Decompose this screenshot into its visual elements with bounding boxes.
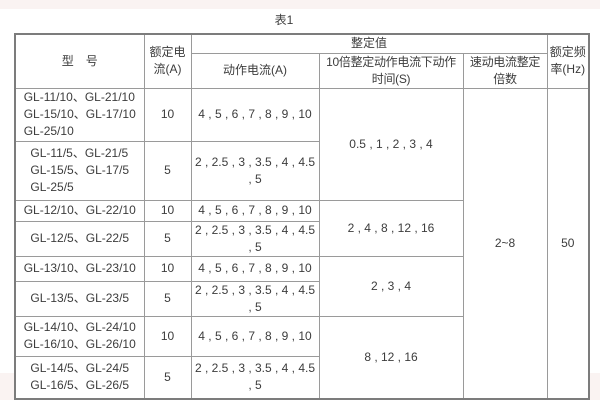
spec-table: 型 号 额定电流(A) 整定值 额定频率(Hz) 动作电流(A) 10倍整定动作… [14, 33, 590, 400]
model-text: GL-15/10、GL-17/10 [23, 107, 136, 121]
model-cell: GL-12/10、GL-22/10 [14, 199, 145, 222]
time-cell: 2 , 4 , 8 , 12 , 16 [318, 199, 464, 257]
header-quick-trip-multiple: 速动电流整定倍数 [462, 52, 548, 89]
model-text: GL-12/10、GL-22/10 [23, 203, 136, 217]
table-row: GL-14/5、GL-24/5 GL-16/5、GL-26/5 5 2 , 2.… [14, 355, 589, 400]
time-cell: 8 , 12 , 16 [318, 315, 464, 400]
header-row-2: 动作电流(A) 10倍整定动作电流下动作时间(S) 速动电流整定倍数 [15, 52, 589, 89]
model-cell: GL-13/5、GL-23/5 [14, 280, 145, 317]
model-cell: GL-13/10、GL-23/10 [14, 255, 145, 282]
action-current-cell: 4 , 5 , 6 , 7 , 8 , 9 , 10 [190, 87, 320, 142]
model-text: GL-15/5、GL-17/5 [30, 163, 130, 177]
action-current-cell: 2 , 2.5 , 3 , 3.5 , 4 , 4.5 , 5 [190, 355, 320, 400]
rated-current-cell: 5 [143, 140, 192, 201]
model-cell: GL-14/5、GL-24/5 GL-16/5、GL-26/5 [14, 355, 145, 400]
header-action-current: 动作电流(A) [190, 52, 320, 89]
frequency-value-cell: 50 [546, 87, 590, 400]
model-cell: GL-11/10、GL-21/10 GL-15/10、GL-17/10 GL-2… [14, 87, 145, 142]
table-row: GL-13/5、GL-23/5 5 2 , 2.5 , 3 , 3.5 , 4 … [14, 280, 589, 317]
model-cell: GL-14/10、GL-24/10 GL-16/10、GL-26/10 [14, 315, 145, 357]
table-row: GL-12/5、GL-22/5 5 2 , 2.5 , 3 , 3.5 , 4 … [14, 220, 589, 257]
action-current-cell: 4 , 5 , 6 , 7 , 8 , 9 , 10 [190, 315, 320, 357]
model-cell: GL-12/5、GL-22/5 [14, 220, 145, 257]
rated-current-cell: 5 [143, 220, 192, 257]
rated-current-cell: 10 [143, 199, 192, 222]
table-row: GL-11/5、GL-21/5 GL-15/5、GL-17/5 GL-25/5 … [14, 140, 589, 201]
table-row: GL-11/10、GL-21/10 GL-15/10、GL-17/10 GL-2… [14, 87, 590, 400]
rated-current-cell: 10 [143, 255, 192, 282]
header-setting-group: 整定值 [190, 33, 548, 54]
action-current-cell: 2 , 2.5 , 3 , 3.5 , 4 , 4.5 , 5 [190, 140, 320, 201]
quick-trip-value-cell: 2~8 [462, 87, 548, 400]
action-current-cell: 4 , 5 , 6 , 7 , 8 , 9 , 10 [190, 199, 320, 222]
rated-current-cell: 10 [143, 315, 192, 357]
model-text: GL-16/5、GL-26/5 [30, 378, 130, 393]
action-current-cell: 2 , 2.5 , 3 , 3.5 , 4 , 4.5 , 5 [190, 220, 320, 257]
header-rated-frequency: 额定频率(Hz) [546, 33, 590, 89]
rated-current-cell: 5 [143, 355, 192, 400]
model-text: GL-16/10、GL-26/10 [23, 337, 136, 351]
model-text: GL-11/5、GL-21/5 [30, 146, 129, 160]
model-text: GL-25/10 [23, 124, 74, 138]
header-row-1: 型 号 额定电流(A) 整定值 额定频率(Hz) [14, 33, 590, 89]
rated-current-cell: 5 [143, 280, 192, 317]
model-text: GL-11/10、GL-21/10 [23, 90, 135, 104]
header-model: 型 号 [14, 33, 145, 89]
model-text: GL-13/5、GL-23/5 [30, 291, 130, 305]
model-text: GL-14/5、GL-24/5 [30, 361, 130, 376]
model-text: GL-13/10、GL-23/10 [23, 261, 136, 275]
model-text: GL-14/10、GL-24/10 [23, 320, 136, 334]
model-text: GL-12/5、GL-22/5 [30, 231, 130, 245]
table-title: 表1 [274, 13, 294, 27]
rated-current-cell: 10 [143, 87, 192, 142]
action-current-cell: 2 , 2.5 , 3 , 3.5 , 4 , 4.5 , 5 [190, 280, 320, 317]
time-cell: 2 , 3 , 4 [318, 255, 464, 317]
action-current-cell: 4 , 5 , 6 , 7 , 8 , 9 , 10 [190, 255, 320, 282]
header-time-10x: 10倍整定动作电流下动作时间(S) [318, 52, 464, 89]
header-rated-current: 额定电流(A) [143, 33, 192, 89]
table-row: GL-14/10、GL-24/10 GL-16/10、GL-26/10 10 4… [14, 315, 589, 400]
time-cell: 0.5 , 1 , 2 , 3 , 4 [318, 87, 464, 201]
model-text: GL-25/5 [30, 180, 74, 194]
model-cell: GL-11/5、GL-21/5 GL-15/5、GL-17/5 GL-25/5 [14, 140, 145, 201]
